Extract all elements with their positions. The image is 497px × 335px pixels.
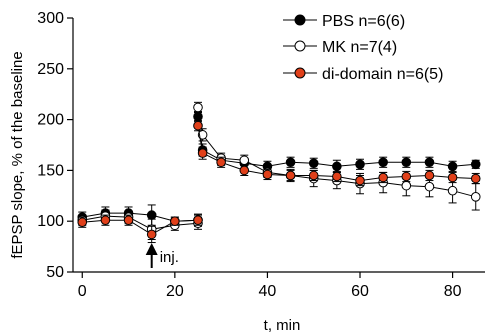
data-point <box>193 215 203 225</box>
data-point <box>424 181 435 192</box>
data-point <box>285 170 296 181</box>
data-point <box>447 185 458 196</box>
data-point <box>197 130 208 140</box>
x-tick-label: 0 <box>78 283 87 300</box>
plot-area: inj. <box>77 101 481 268</box>
data-point <box>332 171 342 182</box>
series-0 <box>77 110 481 227</box>
data-point <box>447 161 458 172</box>
data-point <box>123 215 134 225</box>
injection-label: inj. <box>160 249 179 266</box>
data-point <box>239 155 250 166</box>
data-point <box>77 217 88 228</box>
injection-arrow-head <box>145 243 158 255</box>
data-point <box>216 157 226 168</box>
data-point <box>424 170 435 181</box>
data-point <box>378 172 388 183</box>
y-axis-title: fEPSP slope, % of the baseline <box>9 51 26 258</box>
axes: 50 100 150 200 250 300 0 20 40 60 80 <box>37 10 485 300</box>
legend-item-0: PBS n=6(6) <box>283 13 405 30</box>
y-tick-label: 50 <box>46 264 64 281</box>
series-line <box>197 116 476 167</box>
y-tick-label: 200 <box>37 112 64 129</box>
y-tick-label: 300 <box>37 10 64 27</box>
x-tick-label: 20 <box>166 283 184 300</box>
data-point <box>262 169 273 180</box>
data-point <box>100 215 111 225</box>
data-point <box>239 165 250 176</box>
y-tick-label: 250 <box>37 61 64 78</box>
data-point <box>332 161 342 172</box>
data-point <box>401 171 412 182</box>
data-point <box>285 157 296 168</box>
legend-item-1: MK n=7(4) <box>283 39 397 56</box>
data-point <box>401 180 412 191</box>
data-point <box>355 159 365 170</box>
series-1 <box>77 101 481 240</box>
data-point <box>470 173 481 184</box>
legend: PBS n=6(6) MK n=7(4) di-domain n=6(5) <box>283 13 443 83</box>
data-point <box>193 102 203 113</box>
x-tick-label: 80 <box>444 283 462 300</box>
data-point <box>197 148 208 158</box>
data-point <box>146 229 157 240</box>
data-point <box>470 159 481 170</box>
series-2 <box>77 120 481 244</box>
data-point <box>308 158 319 169</box>
data-point <box>193 111 203 122</box>
data-point <box>193 120 203 131</box>
legend-swatch-marker <box>294 40 306 52</box>
y-tick-label: 100 <box>37 213 64 230</box>
data-point <box>146 210 157 220</box>
y-tick-label: 150 <box>37 162 64 179</box>
legend-label: PBS n=6(6) <box>322 13 405 30</box>
x-tick-label: 40 <box>259 283 277 300</box>
x-axis-title: t, min <box>264 317 301 334</box>
series-line <box>82 219 199 235</box>
data-point <box>470 192 481 202</box>
data-point <box>378 157 388 168</box>
legend-swatch-marker <box>294 67 306 79</box>
legend-label: di-domain n=6(5) <box>322 66 443 83</box>
x-tick-label: 60 <box>351 283 369 300</box>
data-point <box>424 157 435 168</box>
legend-label: MK n=7(4) <box>322 39 397 56</box>
legend-swatch-marker <box>294 14 306 26</box>
data-point <box>170 216 180 226</box>
data-point <box>355 175 365 186</box>
data-point <box>447 172 458 183</box>
legend-item-2: di-domain n=6(5) <box>283 66 443 83</box>
data-point <box>308 170 319 181</box>
data-point <box>401 157 412 168</box>
